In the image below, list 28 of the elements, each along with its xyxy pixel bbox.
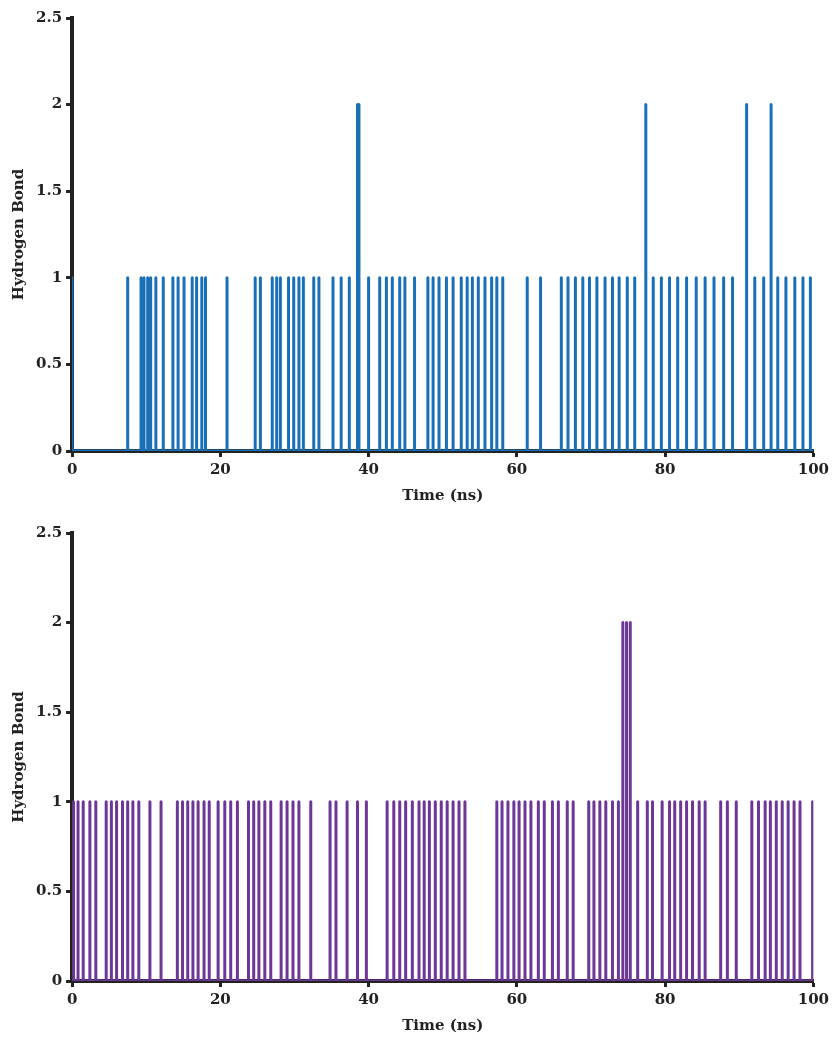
x-tick-label: 100 bbox=[797, 989, 829, 1008]
x-tick-label: 0 bbox=[66, 989, 78, 1008]
x-tick-label: 60 bbox=[506, 459, 528, 478]
y-tick-label: 1 bbox=[51, 791, 63, 810]
x-tick-label: 40 bbox=[358, 459, 380, 478]
x-tick-label: 60 bbox=[506, 989, 528, 1008]
y-tick-label: 0 bbox=[51, 440, 63, 459]
x-tick-label: 80 bbox=[654, 989, 676, 1008]
y-tick-label: 0.5 bbox=[35, 881, 63, 900]
y-axis-title: Hydrogen Bond bbox=[8, 690, 27, 823]
x-axis-title: Time (ns) bbox=[402, 485, 484, 504]
x-tick-label: 80 bbox=[654, 459, 676, 478]
y-tick-label: 1.5 bbox=[35, 702, 63, 721]
y-tick-label: 2.5 bbox=[35, 7, 63, 26]
x-tick-label: 0 bbox=[66, 459, 78, 478]
y-tick-label: 1 bbox=[51, 267, 63, 286]
y-axis-title: Hydrogen Bond bbox=[8, 168, 27, 301]
y-tick-label: 2.5 bbox=[35, 522, 63, 541]
x-tick-label: 20 bbox=[209, 459, 231, 478]
y-tick-label: 0.5 bbox=[35, 354, 63, 373]
y-tick-label: 2 bbox=[51, 94, 63, 113]
x-tick-label: 40 bbox=[358, 989, 380, 1008]
x-tick-label: 20 bbox=[209, 989, 231, 1008]
x-tick-label: 100 bbox=[797, 459, 829, 478]
y-tick-label: 0 bbox=[51, 970, 63, 989]
y-tick-label: 1.5 bbox=[35, 181, 63, 200]
y-tick-label: 2 bbox=[51, 612, 63, 631]
x-axis-title: Time (ns) bbox=[402, 1015, 484, 1034]
